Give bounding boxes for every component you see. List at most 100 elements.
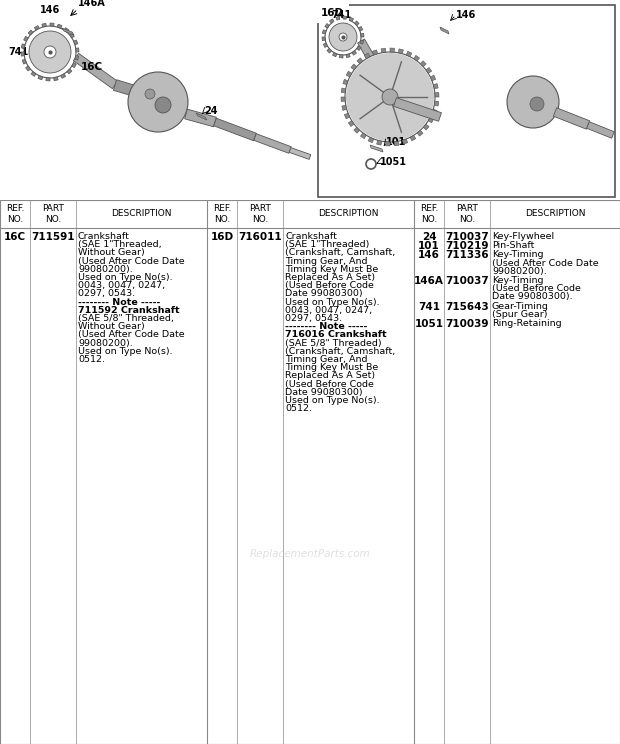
- Text: 710037: 710037: [445, 276, 489, 286]
- Polygon shape: [73, 54, 118, 89]
- Polygon shape: [289, 147, 311, 159]
- Circle shape: [346, 53, 434, 141]
- Polygon shape: [364, 53, 370, 59]
- Polygon shape: [332, 53, 337, 57]
- Polygon shape: [54, 77, 58, 80]
- Circle shape: [44, 46, 56, 58]
- Circle shape: [128, 72, 188, 132]
- Text: Timing Gear, And: Timing Gear, And: [285, 257, 368, 266]
- Text: 716016 Crankshaft: 716016 Crankshaft: [285, 330, 387, 339]
- Polygon shape: [428, 117, 434, 123]
- Text: Used on Type No(s).: Used on Type No(s).: [78, 347, 172, 356]
- Polygon shape: [554, 108, 590, 129]
- Polygon shape: [31, 71, 36, 77]
- Polygon shape: [386, 142, 390, 146]
- Polygon shape: [113, 80, 140, 97]
- Polygon shape: [323, 43, 327, 48]
- Text: 16C: 16C: [4, 232, 26, 242]
- Polygon shape: [214, 118, 257, 141]
- Polygon shape: [410, 135, 416, 141]
- Polygon shape: [343, 16, 347, 19]
- Text: Used on Type No(s).: Used on Type No(s).: [285, 298, 379, 307]
- Text: (Used Before Code: (Used Before Code: [285, 281, 374, 290]
- Polygon shape: [196, 113, 207, 120]
- Circle shape: [382, 89, 398, 105]
- Polygon shape: [254, 134, 291, 153]
- Text: Pin-Shaft: Pin-Shaft: [492, 241, 534, 250]
- Text: 146A: 146A: [78, 0, 106, 8]
- Text: 1051: 1051: [415, 319, 443, 329]
- Polygon shape: [406, 51, 412, 57]
- Text: DESCRIPTION: DESCRIPTION: [111, 210, 172, 219]
- Polygon shape: [50, 23, 54, 26]
- Text: 711336: 711336: [445, 251, 489, 260]
- Text: 16C: 16C: [81, 62, 103, 72]
- Polygon shape: [322, 30, 326, 34]
- Polygon shape: [75, 56, 79, 60]
- Circle shape: [145, 89, 155, 99]
- Polygon shape: [357, 58, 363, 64]
- Polygon shape: [433, 83, 438, 89]
- Polygon shape: [24, 36, 28, 41]
- Polygon shape: [343, 80, 348, 85]
- Text: (Used After Code Date: (Used After Code Date: [492, 259, 599, 268]
- Text: Without Gear): Without Gear): [78, 322, 144, 331]
- Polygon shape: [360, 40, 364, 44]
- Polygon shape: [376, 141, 382, 145]
- Polygon shape: [61, 74, 66, 78]
- Polygon shape: [394, 141, 399, 146]
- Polygon shape: [69, 33, 74, 38]
- Text: 99080200).: 99080200).: [78, 265, 133, 274]
- Polygon shape: [64, 28, 69, 32]
- Text: ReplacementParts.com: ReplacementParts.com: [250, 548, 370, 559]
- Polygon shape: [352, 51, 356, 55]
- Text: Timing Key Must Be: Timing Key Must Be: [285, 265, 378, 274]
- Text: -------- Note -----: -------- Note -----: [285, 322, 368, 331]
- Text: 710039: 710039: [445, 319, 489, 329]
- Polygon shape: [72, 62, 76, 68]
- Text: 711591: 711591: [31, 232, 75, 242]
- Polygon shape: [354, 127, 360, 133]
- Polygon shape: [351, 64, 356, 70]
- Text: REF.
NO.: REF. NO.: [6, 205, 24, 224]
- Polygon shape: [430, 75, 436, 81]
- Text: 0297, 0543.: 0297, 0543.: [285, 314, 342, 323]
- Circle shape: [329, 23, 357, 51]
- Polygon shape: [341, 97, 345, 101]
- Text: Gear-Timing: Gear-Timing: [492, 301, 549, 310]
- Text: Timing Key Must Be: Timing Key Must Be: [285, 363, 378, 372]
- Text: 101: 101: [418, 241, 440, 251]
- Text: 16D: 16D: [321, 8, 344, 18]
- Polygon shape: [21, 52, 24, 56]
- Text: 101: 101: [386, 137, 406, 147]
- Polygon shape: [587, 122, 614, 138]
- Polygon shape: [435, 92, 439, 97]
- Polygon shape: [358, 27, 363, 31]
- Circle shape: [345, 52, 435, 142]
- Text: 741: 741: [331, 10, 351, 20]
- Text: 146: 146: [40, 5, 60, 15]
- Polygon shape: [349, 17, 353, 22]
- Text: Timing Gear, And: Timing Gear, And: [285, 355, 368, 364]
- Polygon shape: [28, 30, 33, 35]
- Polygon shape: [390, 48, 394, 52]
- Text: 0043, 0047, 0247,: 0043, 0047, 0247,: [78, 281, 165, 290]
- Text: 0043, 0047, 0247,: 0043, 0047, 0247,: [285, 306, 372, 315]
- Text: (SAE 5/8" Threaded,: (SAE 5/8" Threaded,: [78, 314, 174, 323]
- Text: 24: 24: [204, 106, 218, 116]
- Polygon shape: [358, 39, 389, 84]
- Polygon shape: [339, 55, 343, 58]
- Circle shape: [24, 26, 76, 78]
- Text: PART
NO.: PART NO.: [42, 205, 64, 224]
- Polygon shape: [322, 37, 326, 41]
- Polygon shape: [21, 44, 25, 48]
- Polygon shape: [348, 121, 354, 126]
- Polygon shape: [402, 139, 408, 144]
- Text: Key-Timing: Key-Timing: [492, 251, 544, 260]
- Text: (Used Before Code: (Used Before Code: [285, 379, 374, 388]
- Text: Replaced As A Set): Replaced As A Set): [285, 371, 375, 380]
- Text: Date 99080300).: Date 99080300).: [492, 292, 573, 301]
- Text: (Used Before Code: (Used Before Code: [492, 284, 581, 293]
- Polygon shape: [38, 76, 43, 80]
- Text: Date 99080300): Date 99080300): [285, 289, 363, 298]
